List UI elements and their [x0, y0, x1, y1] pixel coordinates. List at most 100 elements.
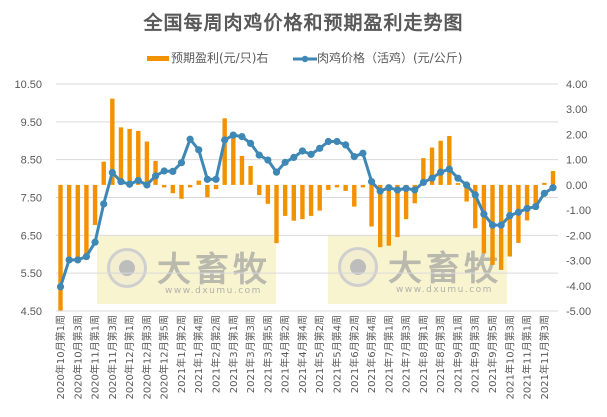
price-marker [532, 202, 540, 211]
legend-item-price: 肉鸡价格（活鸡）(元/公斤) [293, 50, 462, 66]
x-axis-tick: 2021年11月第1周 [521, 315, 534, 400]
price-marker [108, 168, 116, 177]
price-marker [212, 175, 220, 183]
profit-bar [239, 155, 245, 185]
x-axis-tick: 2021年9月第5周 [486, 315, 499, 393]
price-marker [126, 180, 134, 188]
price-marker [290, 153, 298, 161]
watermark-brand: 大畜牧 [157, 250, 271, 290]
profit-bar [66, 184, 72, 260]
price-marker [411, 186, 419, 194]
profit-bar [524, 184, 530, 221]
profit-bar [317, 184, 322, 211]
price-marker [445, 165, 453, 173]
profit-bar [352, 184, 357, 207]
legend-item-profit: 预期盈利(元/只)右 [147, 50, 268, 66]
price-marker [480, 210, 488, 218]
price-marker [333, 137, 341, 146]
x-axis-tick: 2021年5月第2周 [313, 315, 326, 393]
right-axis-tick: 4.00 [566, 79, 587, 91]
profit-bar [386, 184, 392, 246]
x-axis-tick: 2021年8月第3周 [434, 315, 447, 393]
watermark-url: www.dxumu.com [396, 285, 493, 295]
watermark-logo-icon [107, 248, 147, 288]
profit-bar [481, 184, 487, 254]
x-axis-tick: 2021年11月第3周 [538, 315, 551, 400]
profit-bar [369, 184, 374, 227]
left-axis-tick: 5.50 [21, 268, 42, 280]
left-axis-tick: 7.50 [21, 193, 42, 205]
legend-label-profit: 预期盈利(元/只)右 [171, 51, 269, 65]
price-marker [229, 131, 237, 139]
price-marker [65, 256, 73, 264]
profit-bar [360, 184, 366, 188]
x-axis-tick: 2021年1月第2周 [175, 315, 188, 393]
profit-bar [187, 184, 193, 188]
right-axis-tick: -5.00 [566, 306, 591, 318]
profit-bar [429, 147, 435, 185]
price-marker [514, 208, 523, 216]
profit-bar [58, 184, 63, 311]
profit-bar [282, 184, 288, 216]
right-axis-tick: 1.00 [566, 155, 587, 167]
price-marker [419, 178, 427, 186]
price-marker [246, 139, 255, 147]
watermark-logo-icon [338, 247, 378, 287]
right-axis-tick: -3.00 [566, 256, 591, 268]
x-axis-tick: 2021年4月第2周 [279, 315, 292, 393]
right-axis-tick: -2.00 [566, 230, 591, 242]
profit-bar [334, 184, 340, 188]
x-axis-tick: 2021年6月第4周 [365, 315, 378, 393]
price-marker [160, 167, 168, 175]
left-axis-tick: 10.50 [14, 79, 42, 91]
profit-bar [308, 184, 314, 216]
price-marker [117, 178, 125, 186]
price-marker [74, 256, 82, 264]
profit-bar [179, 184, 184, 199]
profit-bar [101, 161, 106, 185]
price-marker [56, 283, 65, 291]
x-axis-tick: 2021年1月第4周 [192, 315, 205, 393]
profit-bar [196, 180, 201, 185]
x-axis-tick: 2021年10月第3周 [503, 315, 516, 400]
watermark-brand: 大畜牧 [388, 249, 502, 289]
profit-bar [75, 184, 80, 260]
x-axis-tick: 2020年11月第3周 [106, 315, 119, 400]
profit-bar [213, 184, 219, 190]
profit-bar [464, 184, 469, 202]
profit-bar [118, 127, 124, 185]
right-axis-tick: 3.00 [566, 104, 587, 116]
profit-bar [231, 137, 236, 185]
legend-label-price: 肉鸡价格（活鸡）(元/公斤) [317, 51, 463, 65]
price-marker [195, 146, 203, 154]
price-marker [186, 135, 194, 143]
price-marker [203, 175, 211, 183]
x-axis-tick: 2020年12月第5周 [158, 315, 171, 400]
x-axis-tick: 2021年9月第3周 [469, 315, 482, 393]
price-marker [264, 156, 272, 164]
profit-bar [170, 184, 176, 194]
price-marker [255, 151, 263, 159]
profit-bar [144, 141, 150, 185]
profit-bar [265, 184, 271, 204]
profit-bar [274, 184, 279, 244]
right-axis-tick: 2.00 [566, 129, 587, 141]
price-marker [462, 181, 471, 189]
profit-bar [421, 158, 426, 185]
price-marker [307, 150, 315, 158]
right-axis-tick: -4.00 [566, 281, 591, 293]
price-marker [454, 174, 462, 182]
line-marker-swatch-icon [293, 55, 317, 62]
watermark-1: 大畜牧 www.dxumu.com [97, 236, 276, 304]
x-axis-tick: 2021年2月第2周 [210, 315, 223, 393]
x-axis-tick: 2021年4月第4周 [296, 315, 309, 393]
profit-bar [326, 184, 331, 190]
price-marker [316, 144, 324, 152]
price-marker [350, 153, 358, 161]
x-axis-tick: 2021年8月第1周 [417, 315, 430, 393]
price-marker [238, 132, 246, 141]
left-axis-tick: 9.50 [21, 117, 42, 129]
x-axis-tick: 2020年10月第1周 [54, 315, 67, 400]
price-marker [359, 149, 367, 157]
